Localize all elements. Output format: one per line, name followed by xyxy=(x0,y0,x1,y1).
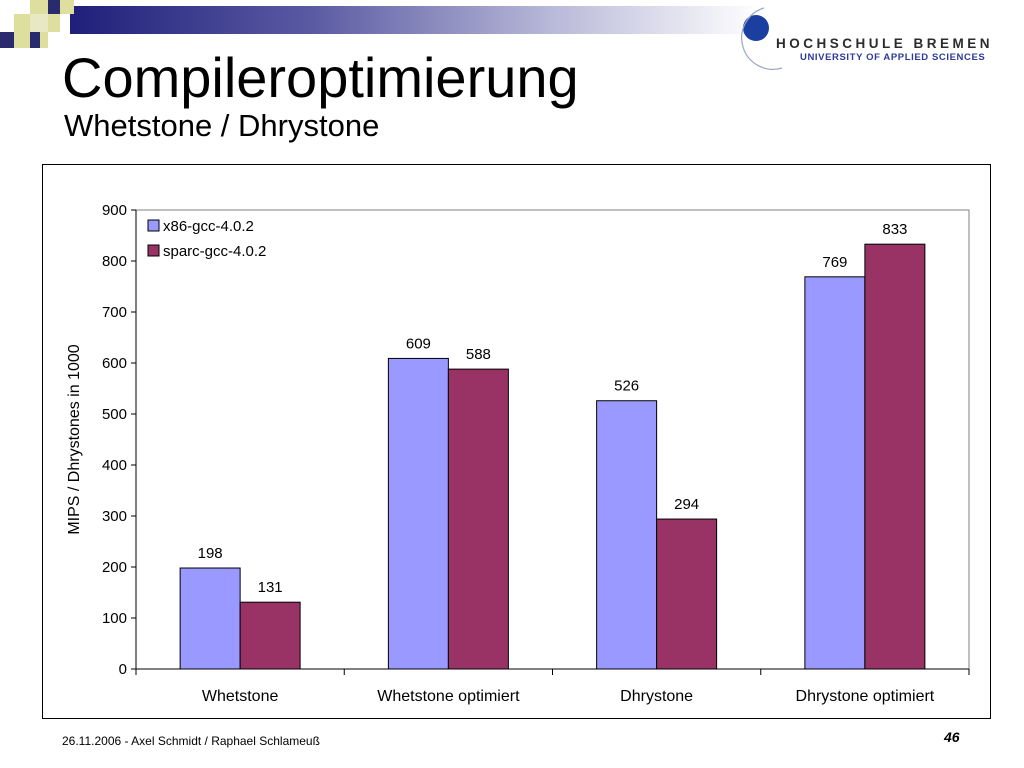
deco-square xyxy=(48,14,60,32)
header-gradient-bar xyxy=(70,6,760,34)
header-decoration xyxy=(0,0,760,60)
legend-label: sparc-gcc-4.0.2 xyxy=(163,243,266,260)
y-tick-label: 600 xyxy=(102,355,127,372)
deco-square xyxy=(30,0,48,14)
y-tick-label: 500 xyxy=(102,406,127,423)
logo-text-primary: HOCHSCHULE BREMEN xyxy=(776,36,994,51)
legend-swatch xyxy=(147,219,160,232)
logo-text-secondary: UNIVERSITY OF APPLIED SCIENCES xyxy=(800,52,986,63)
y-tick-label: 900 xyxy=(102,202,127,219)
bar-sparc xyxy=(239,601,301,670)
deco-square xyxy=(30,14,48,32)
y-tick-label: 0 xyxy=(119,661,127,678)
x-tick-label: Whetstone xyxy=(202,688,279,705)
slide-subtitle: Whetstone / Dhrystone xyxy=(64,108,380,143)
deco-square xyxy=(40,32,48,48)
bar-x86 xyxy=(804,276,866,670)
data-label: 609 xyxy=(406,335,431,352)
legend-swatch xyxy=(147,244,160,257)
bar-sparc xyxy=(656,518,718,670)
deco-square xyxy=(14,14,30,32)
y-axis-label: MIPS / Dhrystones in 1000 xyxy=(66,344,83,534)
deco-square xyxy=(30,32,40,48)
deco-square xyxy=(48,0,60,14)
data-label: 526 xyxy=(614,378,639,395)
bar-sparc xyxy=(447,368,509,670)
deco-square xyxy=(0,32,14,48)
data-label: 588 xyxy=(466,346,491,363)
data-label: 833 xyxy=(882,221,907,238)
deco-square xyxy=(14,32,30,48)
bar-sparc xyxy=(864,243,926,670)
deco-square xyxy=(60,0,74,14)
x-tick-label: Dhrystone xyxy=(620,688,693,705)
footer-text: 26.11.2006 - Axel Schmidt / Raphael Schl… xyxy=(62,734,320,748)
x-tick-label: Dhrystone optimiert xyxy=(796,688,935,705)
chart-frame: 0 100 200 300 400 500 600 700 800 900 Whetstone 198… xyxy=(42,164,991,719)
bar-x86 xyxy=(596,400,658,670)
legend-label: x86-gcc-4.0.2 xyxy=(163,218,254,235)
y-tick-label: 400 xyxy=(102,457,127,474)
y-tick-label: 700 xyxy=(102,304,127,321)
y-tick-label: 800 xyxy=(102,253,127,270)
y-tick-label: 200 xyxy=(102,559,127,576)
data-label: 131 xyxy=(258,579,283,596)
data-label: 198 xyxy=(198,545,223,562)
logo-arc-icon xyxy=(741,7,783,70)
data-label: 294 xyxy=(674,496,699,513)
x-tick-label: Whetstone optimiert xyxy=(377,688,520,705)
bar-x86 xyxy=(387,357,449,670)
bar-chart: 0 100 200 300 400 500 600 700 800 900 Whetstone 198… xyxy=(66,202,970,705)
bar-x86 xyxy=(179,567,241,670)
data-label: 769 xyxy=(822,254,847,271)
y-tick-label: 300 xyxy=(102,508,127,525)
page-number: 46 xyxy=(944,729,960,745)
logo-dot-icon xyxy=(743,15,769,41)
slide-title: Compileroptimierung xyxy=(62,46,579,109)
y-tick-label: 100 xyxy=(102,610,127,627)
university-logo xyxy=(741,7,783,70)
